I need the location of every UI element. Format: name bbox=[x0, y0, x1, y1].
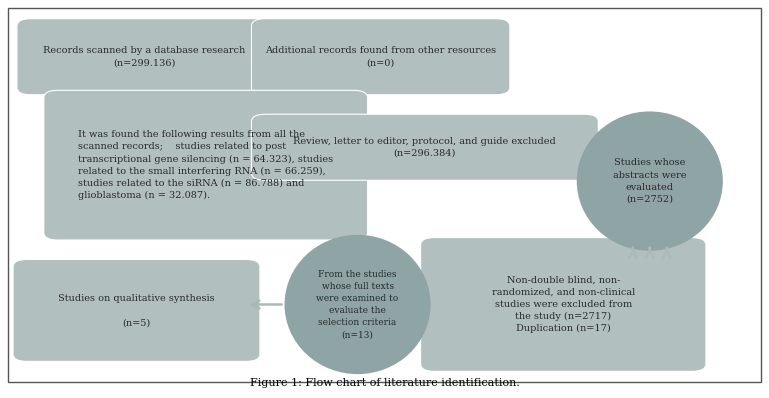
FancyBboxPatch shape bbox=[44, 90, 368, 240]
Text: It was found the following results from all the
scanned records;    studies rela: It was found the following results from … bbox=[78, 130, 333, 200]
FancyBboxPatch shape bbox=[251, 19, 510, 95]
Text: From the studies
whose full texts
were examined to
evaluate the
selection criter: From the studies whose full texts were e… bbox=[317, 269, 398, 339]
FancyBboxPatch shape bbox=[17, 19, 271, 95]
Ellipse shape bbox=[577, 111, 723, 251]
Text: Figure 1: Flow chart of literature identification.: Figure 1: Flow chart of literature ident… bbox=[250, 378, 519, 388]
FancyBboxPatch shape bbox=[421, 238, 706, 371]
Text: Additional records found from other resources
(n=0): Additional records found from other reso… bbox=[265, 46, 496, 67]
Text: Review, letter to editor, protocol, and guide excluded
(n=296.384): Review, letter to editor, protocol, and … bbox=[294, 137, 556, 158]
FancyBboxPatch shape bbox=[251, 114, 598, 180]
Text: Studies whose
abstracts were
evaluated
(n=2752): Studies whose abstracts were evaluated (… bbox=[613, 158, 687, 204]
Text: Records scanned by a database research
(n=299.136): Records scanned by a database research (… bbox=[43, 46, 245, 67]
FancyBboxPatch shape bbox=[13, 259, 260, 361]
Ellipse shape bbox=[285, 235, 431, 374]
Text: Studies on qualitative synthesis

(n=5): Studies on qualitative synthesis (n=5) bbox=[58, 294, 215, 327]
Text: Non-double blind, non-
randomized, and non-clinical
studies were excluded from
t: Non-double blind, non- randomized, and n… bbox=[491, 275, 635, 334]
